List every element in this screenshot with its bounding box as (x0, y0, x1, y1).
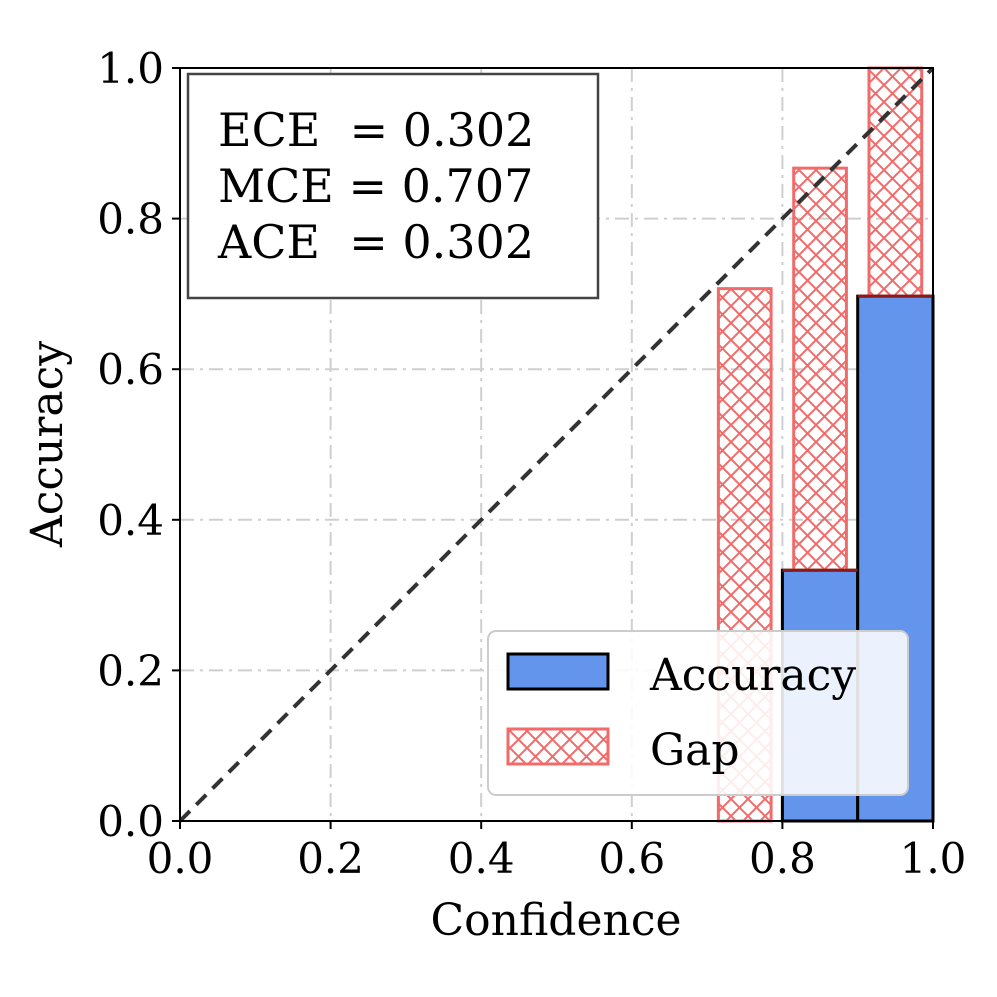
plot-frame (179, 67, 934, 822)
metric-ace: ACE = 0.302 (217, 215, 534, 269)
legend-swatch-gap (506, 727, 610, 766)
y-tick-label-3: 0.6 (97, 345, 164, 394)
legend: Accuracy Gap (487, 630, 909, 796)
x-axis-label: Confidence (430, 895, 681, 946)
y-tick-label-2: 0.4 (97, 496, 164, 545)
x-tick-label-4: 0.8 (749, 834, 816, 883)
gap-bar-1 (792, 166, 848, 572)
y-tick-label-0: 0.0 (97, 797, 164, 846)
x-tick-label-0: 0.0 (147, 834, 214, 883)
legend-swatch-accuracy (506, 652, 610, 691)
x-tick-label-5: 1.0 (900, 834, 967, 883)
x-axis-ticks: 0.0 0.2 0.4 0.6 0.8 1.0 (147, 821, 967, 883)
metrics-box-frame (186, 72, 600, 300)
metric-ece: ECE = 0.302 (218, 103, 534, 157)
legend-label-accuracy: Accuracy (649, 650, 856, 701)
gap-bar-2 (867, 66, 924, 298)
y-tick-label-5: 1.0 (97, 44, 164, 93)
perfect-calibration-line (178, 66, 935, 823)
y-tick-label-4: 0.8 (97, 195, 164, 244)
x-tick-label-1: 0.2 (297, 834, 364, 883)
x-tick-label-2: 0.4 (448, 834, 515, 883)
legend-label-gap: Gap (650, 725, 740, 776)
y-axis-ticks: 0.0 0.2 0.4 0.6 0.8 1.0 (97, 44, 180, 846)
metrics-box: ECE = 0.302 MCE = 0.707 ACE = 0.302 (186, 72, 600, 300)
y-tick-label-1: 0.2 (97, 646, 164, 695)
x-tick-label-3: 0.6 (598, 834, 665, 883)
metric-mce: MCE = 0.707 (218, 159, 533, 213)
y-axis-label: Accuracy (22, 341, 73, 548)
